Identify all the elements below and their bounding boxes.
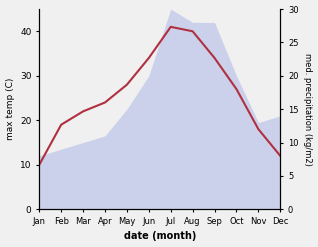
X-axis label: date (month): date (month)	[124, 231, 196, 242]
Y-axis label: max temp (C): max temp (C)	[5, 78, 15, 140]
Y-axis label: med. precipitation (kg/m2): med. precipitation (kg/m2)	[303, 53, 313, 165]
